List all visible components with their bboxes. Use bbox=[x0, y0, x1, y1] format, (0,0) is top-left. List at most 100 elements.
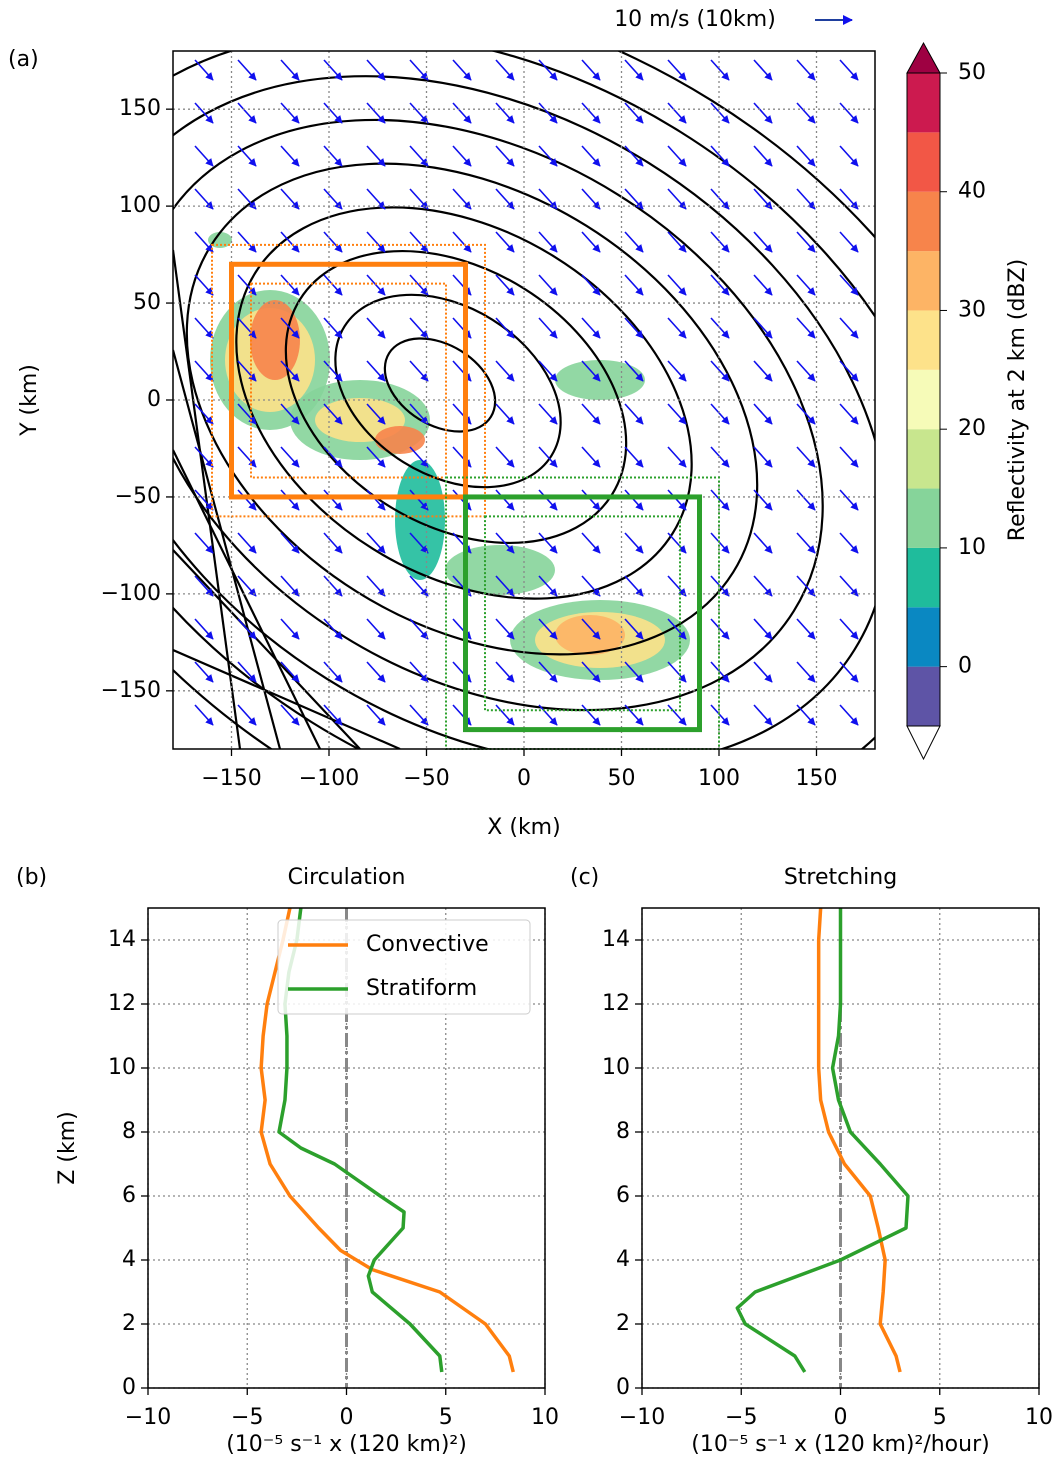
wind-vector bbox=[496, 447, 514, 467]
x-tick-label: −5 bbox=[231, 1405, 263, 1430]
wind-vector bbox=[840, 490, 858, 510]
wind-vector bbox=[797, 576, 815, 596]
wind-vector bbox=[797, 318, 815, 338]
y-tick-label: 8 bbox=[616, 1119, 630, 1144]
wind-vector bbox=[797, 103, 815, 123]
y-tick-label: 2 bbox=[616, 1311, 630, 1336]
wind-vector bbox=[367, 662, 385, 682]
colorbar-bin bbox=[907, 489, 940, 548]
wind-vector bbox=[367, 275, 385, 295]
wind-vector bbox=[668, 705, 686, 725]
panel-label: (b) bbox=[16, 865, 47, 890]
wind-vector bbox=[668, 275, 686, 295]
wind-vector bbox=[797, 361, 815, 381]
wind-vector bbox=[410, 60, 428, 80]
y-axis-label: Z (km) bbox=[55, 1111, 80, 1184]
colorbar-tick-label: 10 bbox=[958, 535, 986, 560]
colorbar-bin bbox=[907, 667, 940, 726]
wind-vector bbox=[711, 318, 729, 338]
wind-vector bbox=[754, 705, 772, 725]
wind-vector bbox=[453, 619, 471, 639]
wind-vector bbox=[754, 60, 772, 80]
wind-vector bbox=[754, 404, 772, 424]
wind-vector bbox=[711, 447, 729, 467]
wind-vector bbox=[668, 447, 686, 467]
wind-vector bbox=[496, 318, 514, 338]
wind-vector bbox=[281, 146, 299, 166]
wind-vector bbox=[840, 447, 858, 467]
wind-vector bbox=[453, 662, 471, 682]
wind-vector bbox=[668, 533, 686, 553]
y-tick-label: 2 bbox=[122, 1311, 136, 1336]
wind-vector bbox=[195, 619, 213, 639]
wind-vector bbox=[668, 576, 686, 596]
wind-vector bbox=[453, 490, 471, 510]
wind-vector bbox=[582, 60, 600, 80]
colorbar-bin bbox=[907, 548, 940, 607]
wind-vector bbox=[195, 146, 213, 166]
colorbar-extend-max bbox=[907, 43, 940, 73]
wind-vector bbox=[195, 705, 213, 725]
wind-vector bbox=[797, 232, 815, 252]
wind-vector bbox=[754, 275, 772, 295]
wind-vector bbox=[453, 232, 471, 252]
y-tick-label: 8 bbox=[122, 1119, 136, 1144]
wind-vector bbox=[797, 60, 815, 80]
x-tick-label: −100 bbox=[299, 766, 359, 791]
x-tick-label: 5 bbox=[933, 1405, 947, 1430]
wind-vector bbox=[539, 490, 557, 510]
y-tick-label: 0 bbox=[616, 1375, 630, 1400]
wind-vector bbox=[840, 404, 858, 424]
wind-vector bbox=[668, 662, 686, 682]
wind-vector bbox=[496, 103, 514, 123]
wind-vector bbox=[840, 361, 858, 381]
wind-vector bbox=[367, 361, 385, 381]
y-tick-label: 6 bbox=[616, 1183, 630, 1208]
wind-vector bbox=[711, 404, 729, 424]
y-tick-label: 4 bbox=[122, 1247, 136, 1272]
wind-vector bbox=[754, 103, 772, 123]
reflectivity-area bbox=[375, 426, 425, 454]
wind-vector bbox=[410, 705, 428, 725]
x-tick-label: 5 bbox=[439, 1405, 453, 1430]
x-tick-label: −10 bbox=[619, 1405, 665, 1430]
streamline bbox=[0, 0, 1061, 1060]
wind-vector bbox=[324, 275, 342, 295]
wind-vector bbox=[410, 103, 428, 123]
x-tick-label: 0 bbox=[517, 766, 531, 791]
y-tick-label: −150 bbox=[101, 678, 161, 703]
wind-vector bbox=[238, 533, 256, 553]
colorbar-tick-label: 20 bbox=[958, 416, 986, 441]
wind-vector bbox=[582, 490, 600, 510]
wind-vector bbox=[840, 103, 858, 123]
wind-vector bbox=[797, 619, 815, 639]
wind-vector bbox=[840, 533, 858, 553]
x-tick-label: 150 bbox=[796, 766, 838, 791]
wind-vector bbox=[281, 490, 299, 510]
wind-vector bbox=[840, 275, 858, 295]
wind-vector bbox=[195, 275, 213, 295]
wind-vector bbox=[539, 404, 557, 424]
wind-vector bbox=[840, 232, 858, 252]
wind-vector bbox=[496, 404, 514, 424]
y-axis-label: Y (km) bbox=[17, 364, 42, 437]
colorbar-bin bbox=[907, 73, 940, 132]
wind-vector bbox=[754, 318, 772, 338]
x-tick-label: −50 bbox=[403, 766, 449, 791]
wind-vector bbox=[582, 705, 600, 725]
wind-vector bbox=[668, 318, 686, 338]
x-tick-label: 10 bbox=[531, 1405, 559, 1430]
wind-vector bbox=[238, 146, 256, 166]
streamline bbox=[0, 0, 1015, 908]
y-tick-label: −100 bbox=[101, 581, 161, 606]
wind-vector bbox=[496, 146, 514, 166]
y-tick-label: 10 bbox=[602, 1055, 630, 1080]
wind-vector bbox=[367, 705, 385, 725]
wind-vector bbox=[582, 533, 600, 553]
wind-vector bbox=[625, 576, 643, 596]
wind-vector bbox=[840, 318, 858, 338]
colorbar-extend-min bbox=[907, 726, 940, 759]
wind-vector bbox=[840, 146, 858, 166]
x-tick-label: −150 bbox=[201, 766, 261, 791]
wind-vector bbox=[238, 705, 256, 725]
